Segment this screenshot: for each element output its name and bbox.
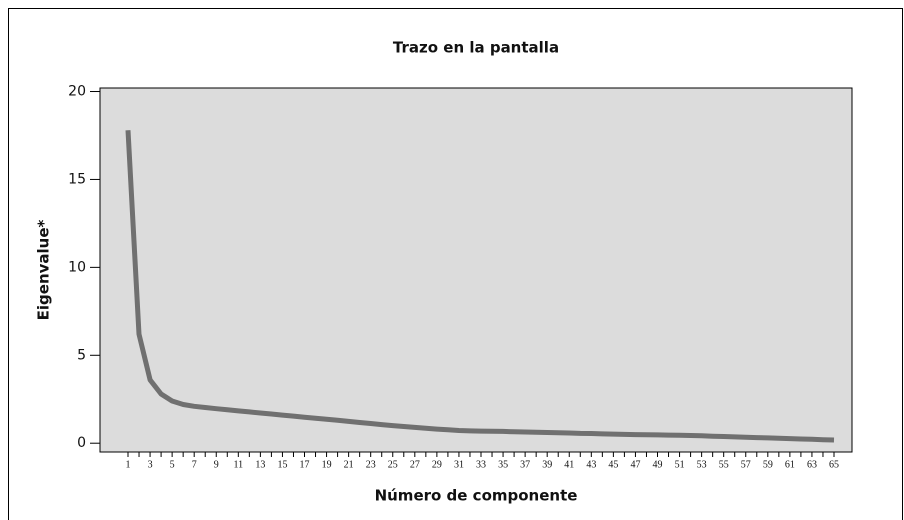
- y-axis-label: Eigenvalue*: [35, 219, 53, 320]
- x-axis-label: Número de componente: [375, 487, 578, 505]
- x-tick-label: 65: [829, 459, 839, 470]
- plot-area: [99, 87, 853, 453]
- x-tick-label: 9: [214, 459, 219, 470]
- x-tick-label: 5: [170, 459, 175, 470]
- x-tick-label: 27: [410, 459, 420, 470]
- x-tick-label: 11: [233, 459, 243, 470]
- y-tick-label: 20: [68, 84, 86, 100]
- x-tick-label: 29: [432, 459, 442, 470]
- x-tick-label: 31: [454, 459, 464, 470]
- x-tick-label: 61: [785, 459, 795, 470]
- x-tick-label: 25: [388, 459, 398, 470]
- x-tick-label: 45: [608, 459, 618, 470]
- x-tick-label: 59: [763, 459, 773, 470]
- x-tick-label: 39: [542, 459, 552, 470]
- x-tick-label: 47: [630, 459, 640, 470]
- x-tick-label: 7: [192, 459, 197, 470]
- y-tick-label: 0: [77, 435, 86, 451]
- x-tick-label: 37: [520, 459, 530, 470]
- x-tick-label: 23: [366, 459, 376, 470]
- y-tick-label: 15: [68, 171, 86, 187]
- x-tick-label: 49: [653, 459, 663, 470]
- x-tick-label: 33: [476, 459, 486, 470]
- x-tick-label: 55: [719, 459, 729, 470]
- x-tick-label: 63: [807, 459, 817, 470]
- x-tick-label: 13: [255, 459, 265, 470]
- x-tick-label: 1: [126, 459, 131, 470]
- y-tick-label: 10: [68, 259, 86, 275]
- line: [125, 130, 835, 443]
- x-tick-label: 3: [148, 459, 153, 470]
- x-tick-label: 35: [498, 459, 508, 470]
- y-tick-label: 5: [77, 347, 86, 363]
- frame: [8, 8, 903, 520]
- x-tick-label: 21: [344, 459, 354, 470]
- x-tick-label: 51: [675, 459, 685, 470]
- x-tick-label: 43: [586, 459, 596, 470]
- chart-title: Trazo en la pantalla: [393, 39, 559, 57]
- x-tick-label: 15: [277, 459, 287, 470]
- x-tick-label: 17: [300, 459, 310, 470]
- x-tick-label: 19: [322, 459, 332, 470]
- x-tick-label: 53: [697, 459, 707, 470]
- x-tick-label: 57: [741, 459, 751, 470]
- x-tick-label: 41: [564, 459, 574, 470]
